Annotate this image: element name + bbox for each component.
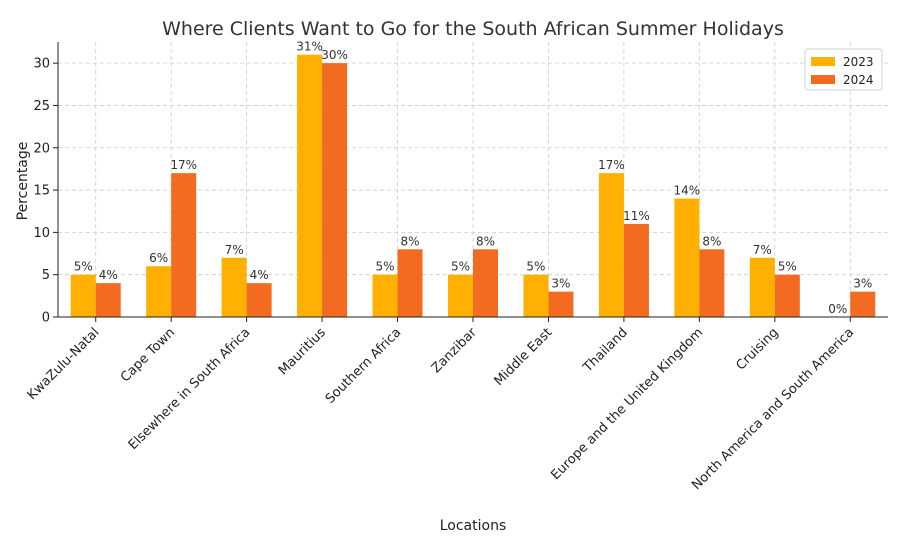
x-tick-label: Mauritius: [276, 325, 329, 378]
y-tick-label: 0: [42, 311, 50, 326]
bar-2023-3: [297, 54, 323, 317]
bar-2024-4: [397, 249, 423, 317]
data-label-2023: 7%: [753, 243, 772, 257]
bar-2024-5: [473, 249, 498, 317]
data-label-2023: 0%: [828, 302, 847, 316]
chart-title: Where Clients Want to Go for the South A…: [162, 18, 784, 40]
y-tick-label: 25: [33, 99, 50, 114]
y-tick-label: 5: [42, 268, 50, 283]
data-label-2024: 17%: [170, 158, 197, 172]
bar-2023-5: [448, 274, 473, 317]
bar-2024-6: [548, 291, 574, 317]
data-label-2024: 4%: [250, 268, 269, 282]
data-label-2023: 5%: [376, 260, 395, 274]
legend-swatch-2023: [811, 57, 835, 66]
data-label-2023: 14%: [674, 184, 701, 198]
data-label-2024: 4%: [99, 268, 118, 282]
data-label-2024: 3%: [551, 277, 570, 291]
x-tick-label: Middle East: [492, 325, 556, 389]
data-label-2023: 31%: [296, 40, 323, 54]
bar-2024-0: [95, 283, 121, 317]
data-label-2024: 8%: [476, 234, 495, 248]
y-tick-label: 20: [33, 141, 50, 156]
x-tick-label: Elsewhere in South Africa: [126, 325, 254, 453]
bar-2023-2: [221, 257, 247, 317]
bar-2023-1: [146, 266, 172, 317]
bar-2024-1: [171, 173, 197, 317]
y-axis-label: Percentage: [15, 142, 31, 221]
y-tick-label: 10: [33, 226, 50, 241]
bar-2024-7: [623, 223, 649, 317]
bar-2023-6: [523, 274, 549, 317]
bar-2023-4: [372, 274, 398, 317]
data-label-2024: 8%: [702, 234, 721, 248]
x-tick-label: Thailand: [580, 325, 631, 376]
bars: [70, 54, 876, 318]
bar-2024-3: [322, 63, 348, 318]
data-label-2024: 8%: [401, 234, 420, 248]
x-tick-label: Cruising: [733, 325, 781, 373]
data-label-2023: 5%: [74, 260, 93, 274]
x-tick-label: KwaZulu-Natal: [25, 325, 103, 403]
data-label-2024: 3%: [853, 277, 872, 291]
y-tick-label: 15: [33, 184, 50, 199]
x-tick-label: Europe and the United Kingdom: [548, 325, 706, 483]
legend-swatch-2024: [811, 75, 835, 84]
x-tick-label: Cape Town: [118, 325, 178, 385]
x-tick-label: Southern Africa: [323, 325, 405, 407]
data-label-2023: 7%: [225, 243, 244, 257]
data-label-2024: 30%: [321, 48, 348, 62]
bar-2023-9: [749, 257, 775, 317]
legend-label-2024: 2024: [843, 73, 874, 87]
bar-2023-0: [70, 274, 96, 317]
bar-2024-8: [699, 249, 725, 317]
bar-2024-2: [246, 283, 272, 317]
x-tick-label: Zanzibar: [429, 325, 480, 376]
data-label-2023: 6%: [149, 251, 168, 265]
data-labels: 5% 6% 7% 31% 5% 5% 5% 17% 14% 7% 0% 4% 17% 4% 30% 8% 8% 3…: [74, 40, 873, 316]
y-tick-label: 30: [33, 57, 50, 72]
data-label-2023: 5%: [451, 260, 470, 274]
data-label-2023: 17%: [598, 158, 625, 172]
data-label-2024: 11%: [623, 209, 650, 223]
legend: 2023 2024: [804, 48, 883, 91]
bar-2023-7: [598, 173, 624, 317]
data-label-2023: 5%: [526, 260, 545, 274]
bar-2023-8: [674, 198, 700, 317]
data-label-2024: 5%: [778, 260, 797, 274]
x-tick-label: North America and South America: [689, 325, 857, 493]
legend-label-2023: 2023: [843, 55, 874, 69]
x-axis-label: Locations: [440, 518, 507, 534]
bar-2024-9: [774, 274, 800, 317]
bar-2024-10: [850, 291, 876, 317]
